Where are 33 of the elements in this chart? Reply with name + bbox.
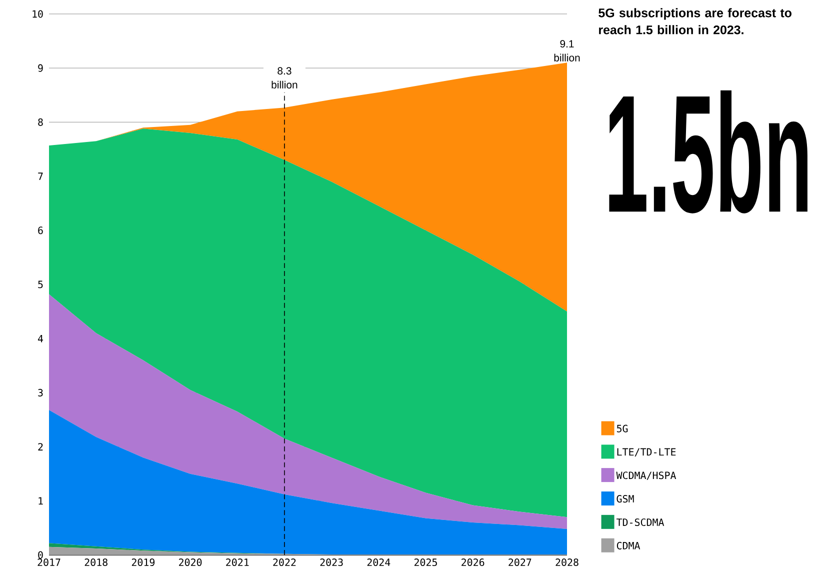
x-tick-label: 2020 [179, 558, 202, 566]
x-tick-label: 2025 [414, 558, 437, 566]
y-tick-label: 5 [38, 280, 43, 288]
x-tick-label: 2027 [508, 558, 532, 566]
x-tick-label: 2026 [462, 558, 484, 566]
y-tick-label: 2 [38, 443, 43, 450]
legend-label: WCDMA/HSPA [616, 472, 676, 480]
y-tick-label: 7 [38, 172, 43, 180]
annotation: 9.1 billion [554, 40, 580, 62]
ref-line-label: 8.3 billion [272, 67, 298, 89]
y-tick-label: 8 [38, 118, 43, 126]
x-tick-label: 2021 [226, 558, 249, 566]
y-tick-label: 3 [38, 388, 43, 396]
x-tick-label: 2023 [320, 558, 343, 566]
x-tick-label: 2028 [556, 558, 578, 566]
y-tick-label: 9 [38, 64, 43, 72]
x-tick-label: 2019 [132, 558, 155, 566]
x-tick-label: 2017 [38, 558, 60, 566]
legend-label: CDMA [616, 542, 640, 550]
text: 5G subscriptions are forecast to reach 1.5 billion in 2023. [598, 8, 792, 34]
y-tick-label: 4 [38, 334, 44, 342]
x-tick-label: 2022 [273, 558, 296, 566]
legend-label: TD-SCDMA [616, 518, 664, 526]
y-tick-label: 6 [38, 226, 43, 234]
text: 1.5bn [609, 90, 808, 214]
y-tick-label: 1 [38, 497, 43, 505]
legend-label: LTE/TD-LTE [617, 448, 676, 456]
legend-label: 5G [616, 424, 628, 432]
x-tick-label: 2018 [84, 558, 108, 566]
y-tick-label: 10 [32, 10, 43, 18]
legend-label: GSM [616, 495, 634, 503]
y-tick-label: 0 [38, 551, 43, 559]
x-tick-label: 2024 [367, 558, 390, 566]
